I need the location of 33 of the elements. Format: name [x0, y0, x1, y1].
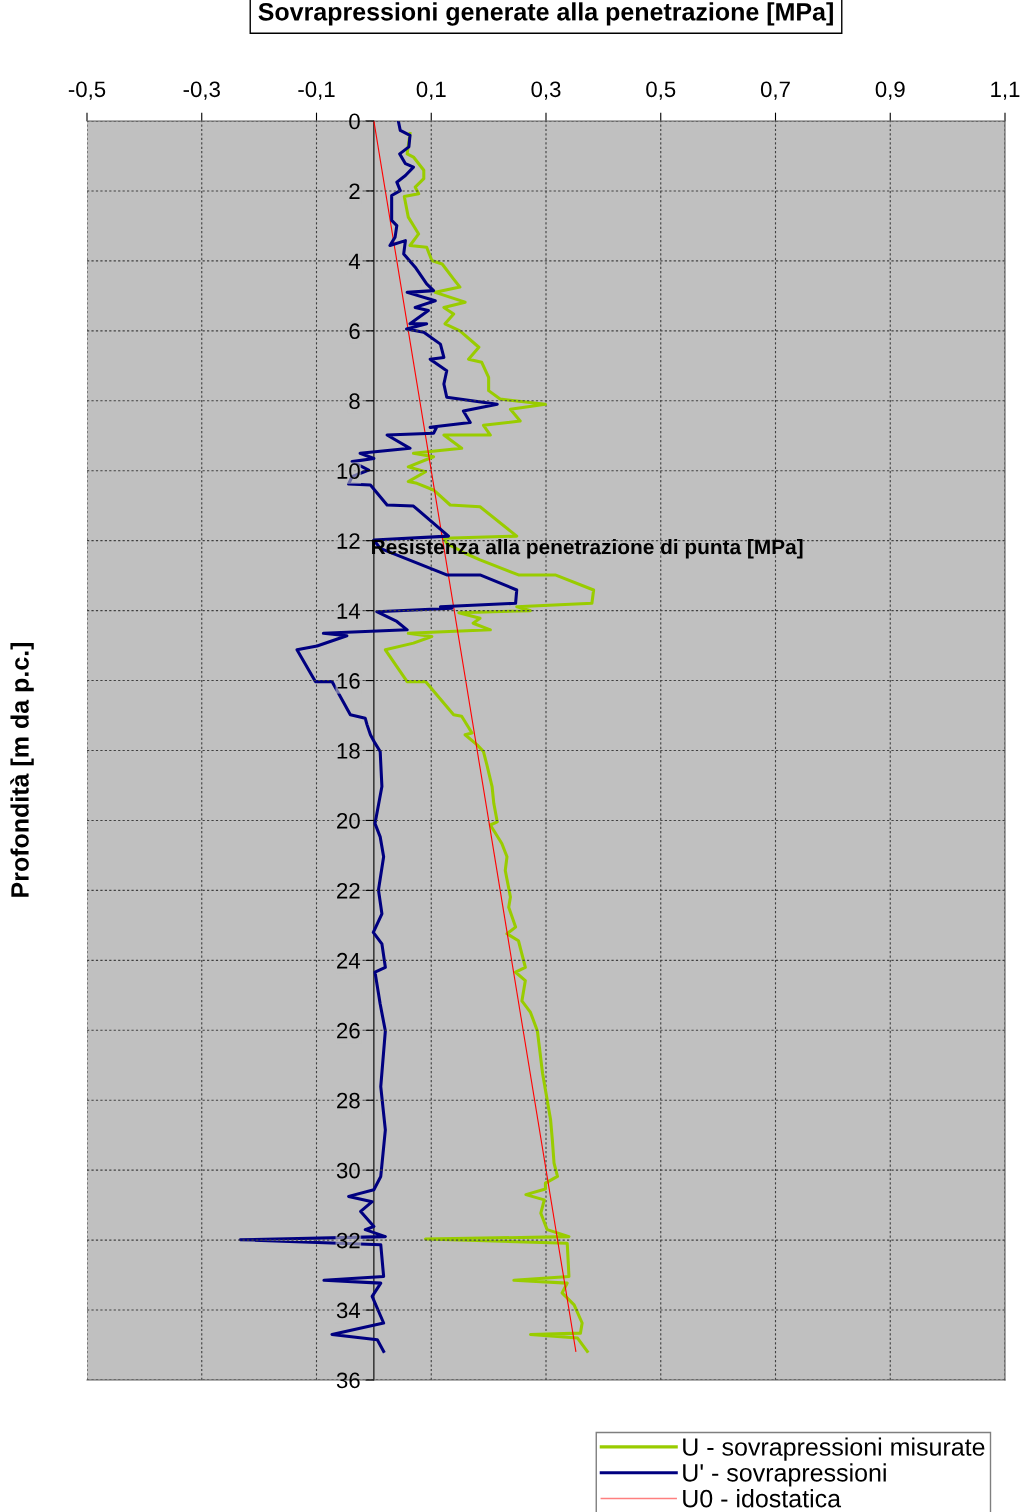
y-tick-label: 6: [349, 323, 360, 340]
x-tick-label: -0,1: [298, 81, 335, 100]
x-tick-label: -0,5: [68, 81, 106, 100]
legend-label: U - sovrapressioni misurate: [683, 1437, 985, 1461]
y-tick-label: 14: [337, 603, 361, 619]
y-axis-title: Profondità [m da p.c.]: [10, 642, 34, 897]
chart-title: Sovrapressioni generate alla penetrazione [MPa]: [258, 2, 833, 26]
y-tick-label: 4: [348, 253, 361, 269]
y-tick-label: 36: [336, 1372, 360, 1389]
y-tick-label: 22: [337, 882, 360, 899]
x-tick-label: -0,3: [183, 81, 220, 100]
y-tick-label: 26: [337, 1022, 360, 1039]
y-tick-label: 10: [337, 463, 360, 479]
x-tick-label: 0,3: [531, 81, 561, 100]
y-tick-label: 12: [337, 533, 360, 549]
legend-label: U' - sovrapressioni: [683, 1463, 886, 1487]
legend-label: U0 - idostatica: [683, 1489, 842, 1508]
x-tick-label: 0,1: [416, 81, 446, 100]
y-tick-label: 2: [349, 183, 360, 199]
y-tick-label: 16: [337, 673, 360, 689]
y-tick-label: 28: [337, 1092, 360, 1109]
y-tick-label: 30: [336, 1162, 360, 1179]
x-tick-label: 0,9: [875, 81, 905, 100]
y-tick-label: 24: [337, 952, 361, 969]
y-tick-label: 0: [349, 113, 360, 130]
x-tick-label: 1,1: [991, 81, 1020, 100]
x-tick-label: 0,5: [646, 81, 676, 100]
y-tick-label: 20: [337, 812, 360, 829]
y-tick-label: 18: [337, 743, 360, 759]
y-tick-label: 34: [336, 1302, 361, 1319]
x-tick-label: 0,7: [760, 81, 790, 100]
y-tick-label: 32: [336, 1232, 360, 1249]
y-tick-label: 8: [349, 393, 360, 410]
